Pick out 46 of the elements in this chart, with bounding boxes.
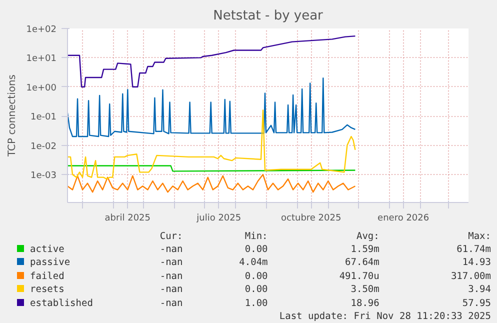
text: 3.94 (467, 283, 492, 296)
y-tick-label: 1e-01 (30, 112, 57, 123)
text: 4.04m (238, 256, 269, 270)
text: -nan (158, 256, 184, 270)
x-tick-label: abril 2025 (104, 214, 151, 224)
x-tick-label: octubre 2025 (281, 214, 342, 224)
y-tick-label: 1e+00 (26, 83, 57, 94)
text: -nan (158, 283, 184, 296)
text: 0.00 (244, 283, 269, 296)
y-tick-label: 1e-03 (30, 171, 57, 182)
text: 67.64m (344, 256, 380, 270)
text: Max: (467, 231, 492, 242)
text: 491.70u (338, 270, 380, 283)
text: 1.59m (350, 242, 380, 256)
x-tick-label: enero 2026 (378, 214, 430, 224)
chart-title: Netstat - by year (213, 8, 324, 24)
legend-label: established (29, 296, 94, 310)
text: -nan (158, 270, 184, 283)
line-series (68, 78, 356, 138)
text: 61.74m (456, 242, 492, 256)
text: 1.00 (244, 296, 269, 310)
text: 317.00m (450, 270, 492, 283)
text: -nan (158, 296, 184, 310)
y-tick-label: 1e+01 (26, 54, 57, 64)
y-tick-label: 1e-02 (30, 142, 57, 152)
text: 0.00 (244, 242, 269, 256)
x-tick-label: julio 2025 (196, 214, 242, 224)
line-series (68, 174, 356, 193)
text: 18.96 (350, 296, 380, 310)
legend-label: active (29, 242, 66, 256)
line-series (68, 110, 356, 180)
text: 14.93 (461, 256, 492, 270)
legend-label: failed (29, 270, 66, 283)
text: 57.95 (461, 296, 492, 310)
text: Avg: (355, 231, 380, 242)
text: 0.00 (244, 270, 269, 283)
legend-label: resets (29, 283, 66, 296)
line-series (68, 35, 356, 88)
legend-label: passive (29, 256, 72, 270)
y-tick-label: 1e+02 (26, 25, 57, 35)
text: Cur: (158, 231, 184, 242)
text: Last update: Fri Nov 28 11:20:33 2025 (278, 310, 492, 323)
y-axis-title: TCP connections (7, 74, 18, 158)
text: Min: (244, 231, 269, 242)
text: 3.50m (350, 283, 380, 296)
text: -nan (158, 242, 184, 256)
